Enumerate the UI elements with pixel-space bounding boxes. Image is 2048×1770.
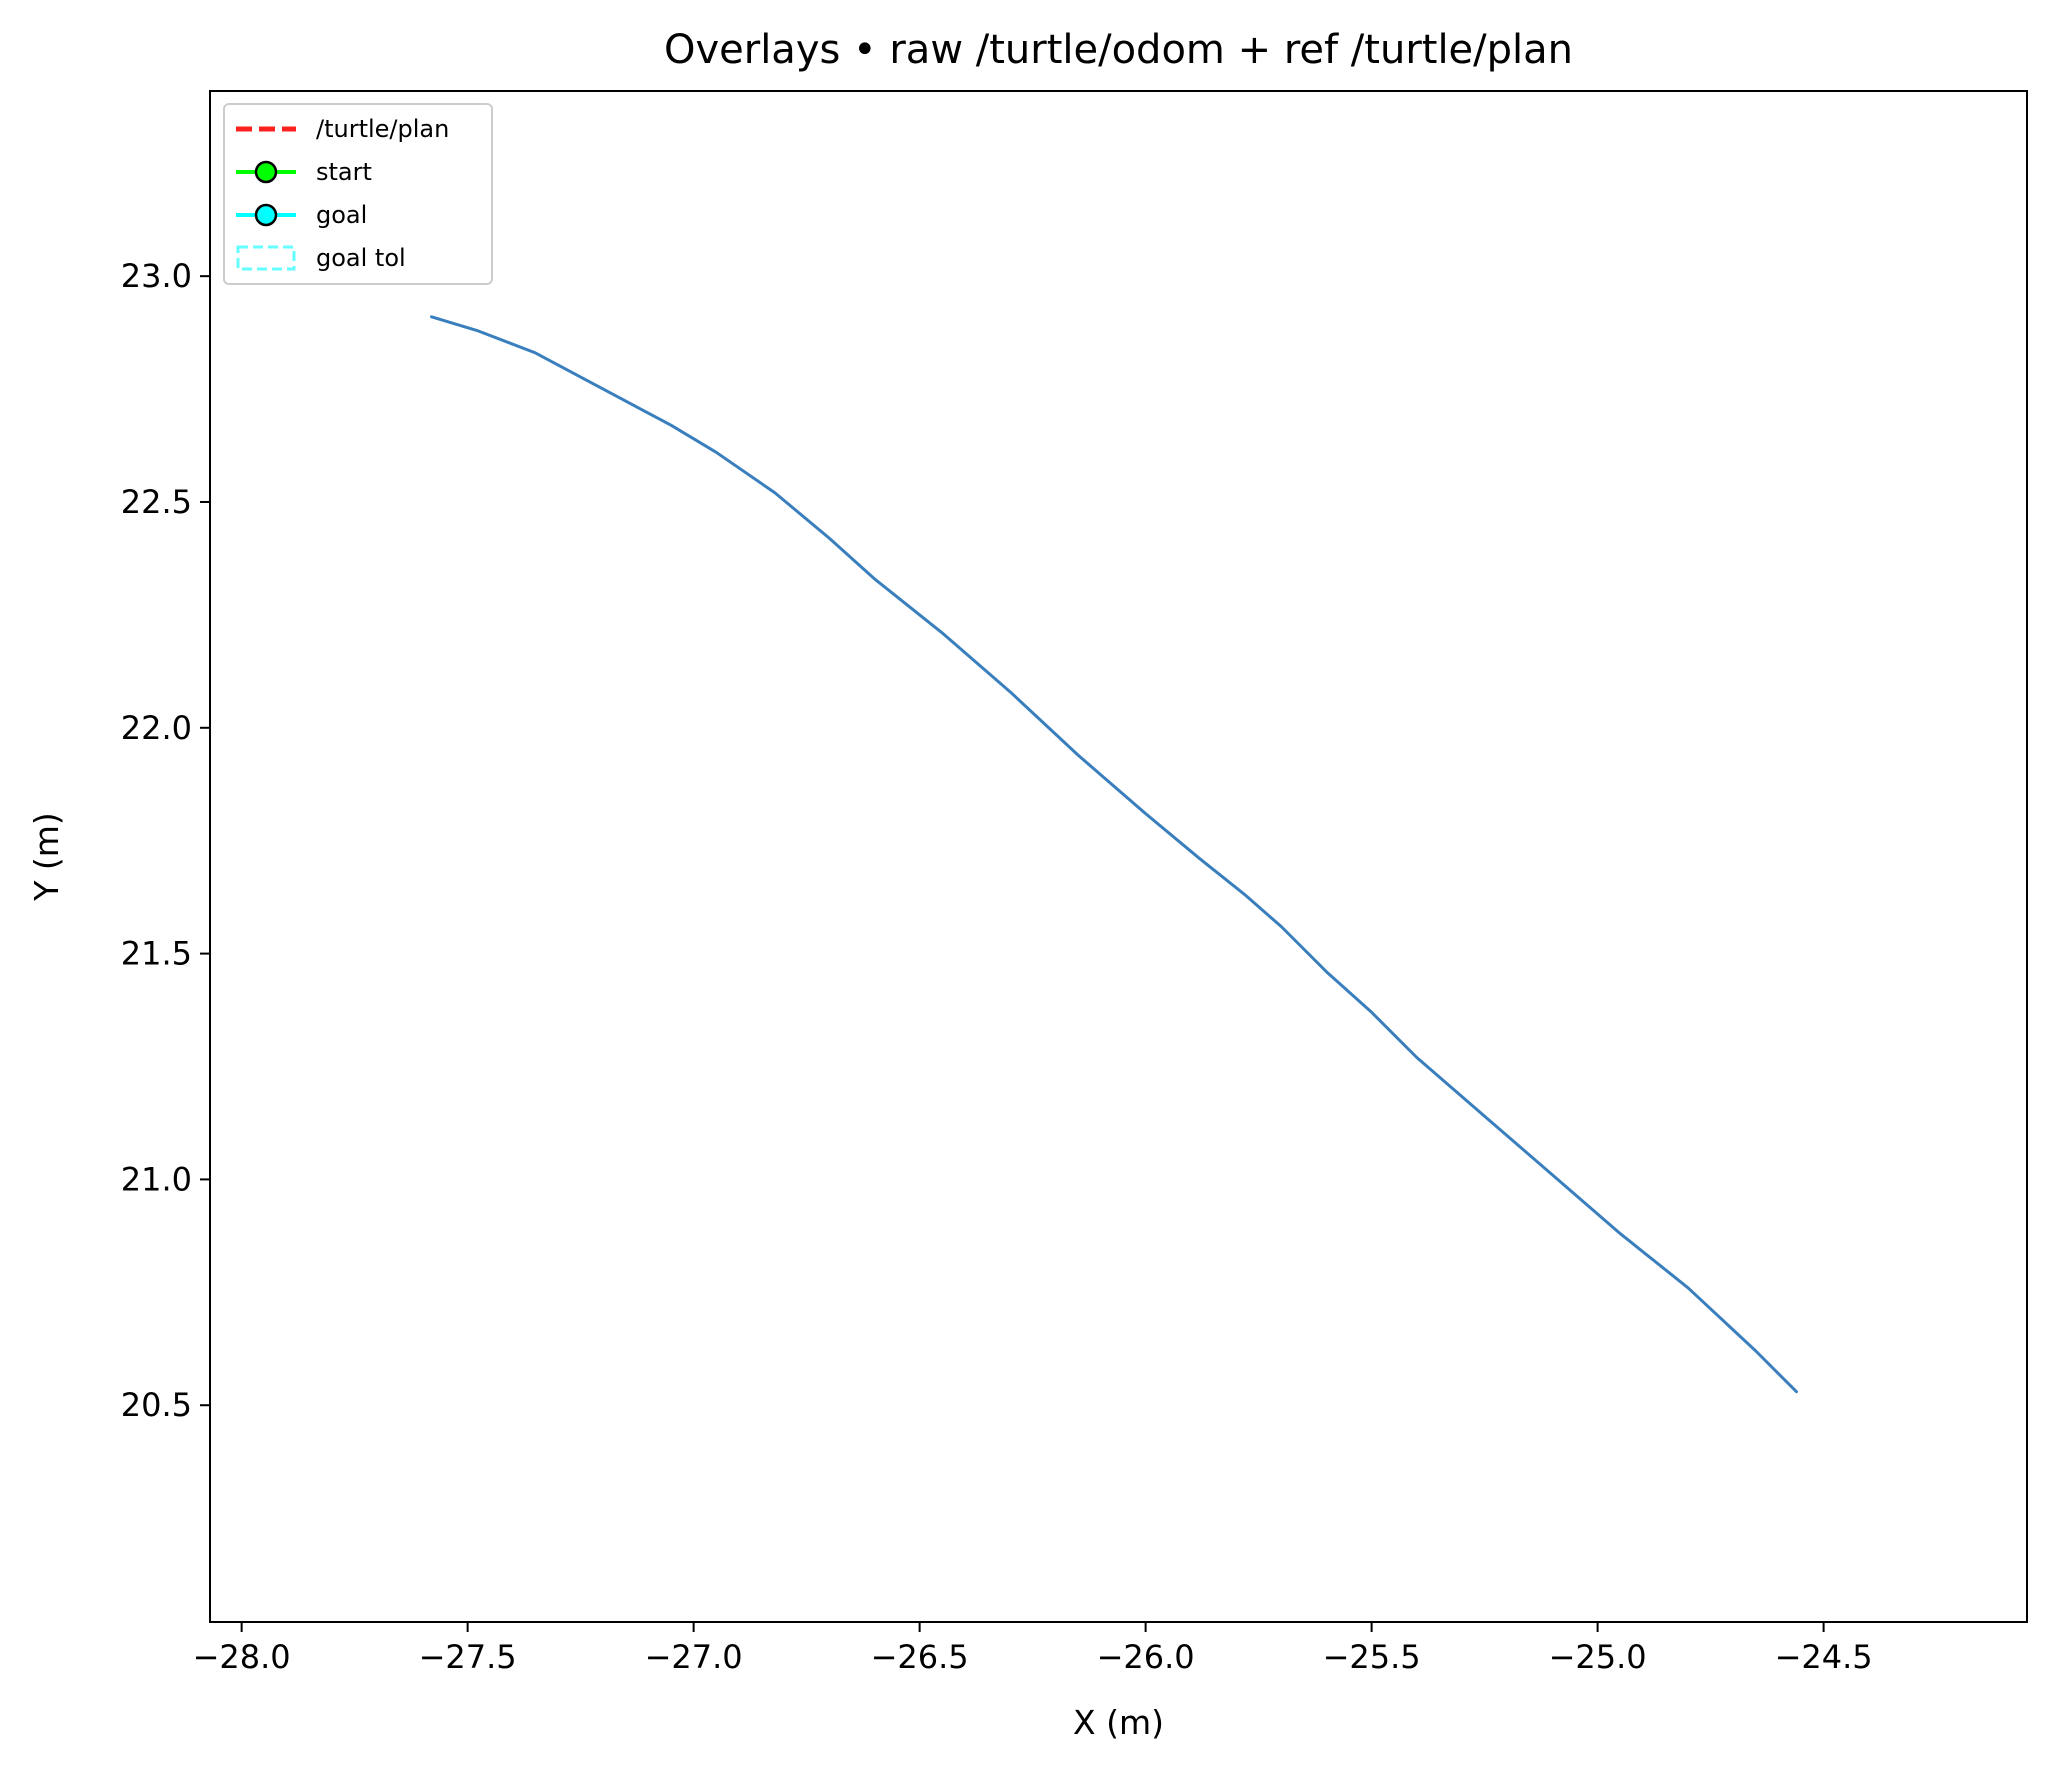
legend-box bbox=[223, 103, 493, 285]
y-tick-label: 22.5 bbox=[121, 483, 192, 521]
x-tick-label: −28.0 bbox=[193, 1638, 291, 1676]
legend-marker-goal bbox=[254, 203, 278, 227]
legend-label-goal: goal bbox=[316, 201, 367, 229]
x-tick-label: −25.0 bbox=[1549, 1638, 1647, 1676]
series-line-odom bbox=[430, 315, 1798, 1394]
x-axis-ticks: −28.0 −27.5 −27.0 −26.5 −26.0 −25.5 −25.0 −24.5 bbox=[193, 1622, 1873, 1676]
plot-frame bbox=[209, 90, 2028, 1623]
x-tick-label: −26.0 bbox=[1097, 1638, 1195, 1676]
legend-label-goal-tol: goal tol bbox=[316, 244, 406, 272]
x-tick-label: −25.5 bbox=[1323, 1638, 1421, 1676]
y-axis-ticks: 20.5 21.0 21.5 22.0 22.5 23.0 bbox=[121, 257, 210, 1424]
y-tick-label: 23.0 bbox=[121, 257, 192, 295]
y-tick-label: 21.5 bbox=[121, 935, 192, 973]
legend-label-turtle-plan: /turtle/plan bbox=[316, 115, 449, 143]
y-axis-label: Y (m) bbox=[27, 812, 66, 902]
legend-handle-goal-tol bbox=[236, 245, 296, 271]
x-axis-label: X (m) bbox=[1073, 1703, 1164, 1742]
x-tick-label: −26.5 bbox=[871, 1638, 969, 1676]
plot-area bbox=[209, 90, 2028, 1623]
x-tick-label: −27.0 bbox=[645, 1638, 743, 1676]
legend: /turtle/plan start goal goal tol bbox=[223, 103, 493, 285]
y-tick-label: 22.0 bbox=[121, 709, 192, 747]
legend-label-start: start bbox=[316, 158, 372, 186]
y-tick-label: 20.5 bbox=[121, 1386, 192, 1424]
chart-title: Overlays • raw /turtle/odom + ref /turtl… bbox=[664, 27, 1573, 73]
x-tick-label: −24.5 bbox=[1775, 1638, 1873, 1676]
legend-marker-start bbox=[254, 160, 278, 184]
x-tick-label: −27.5 bbox=[419, 1638, 517, 1676]
y-tick-label: 21.0 bbox=[121, 1160, 192, 1198]
